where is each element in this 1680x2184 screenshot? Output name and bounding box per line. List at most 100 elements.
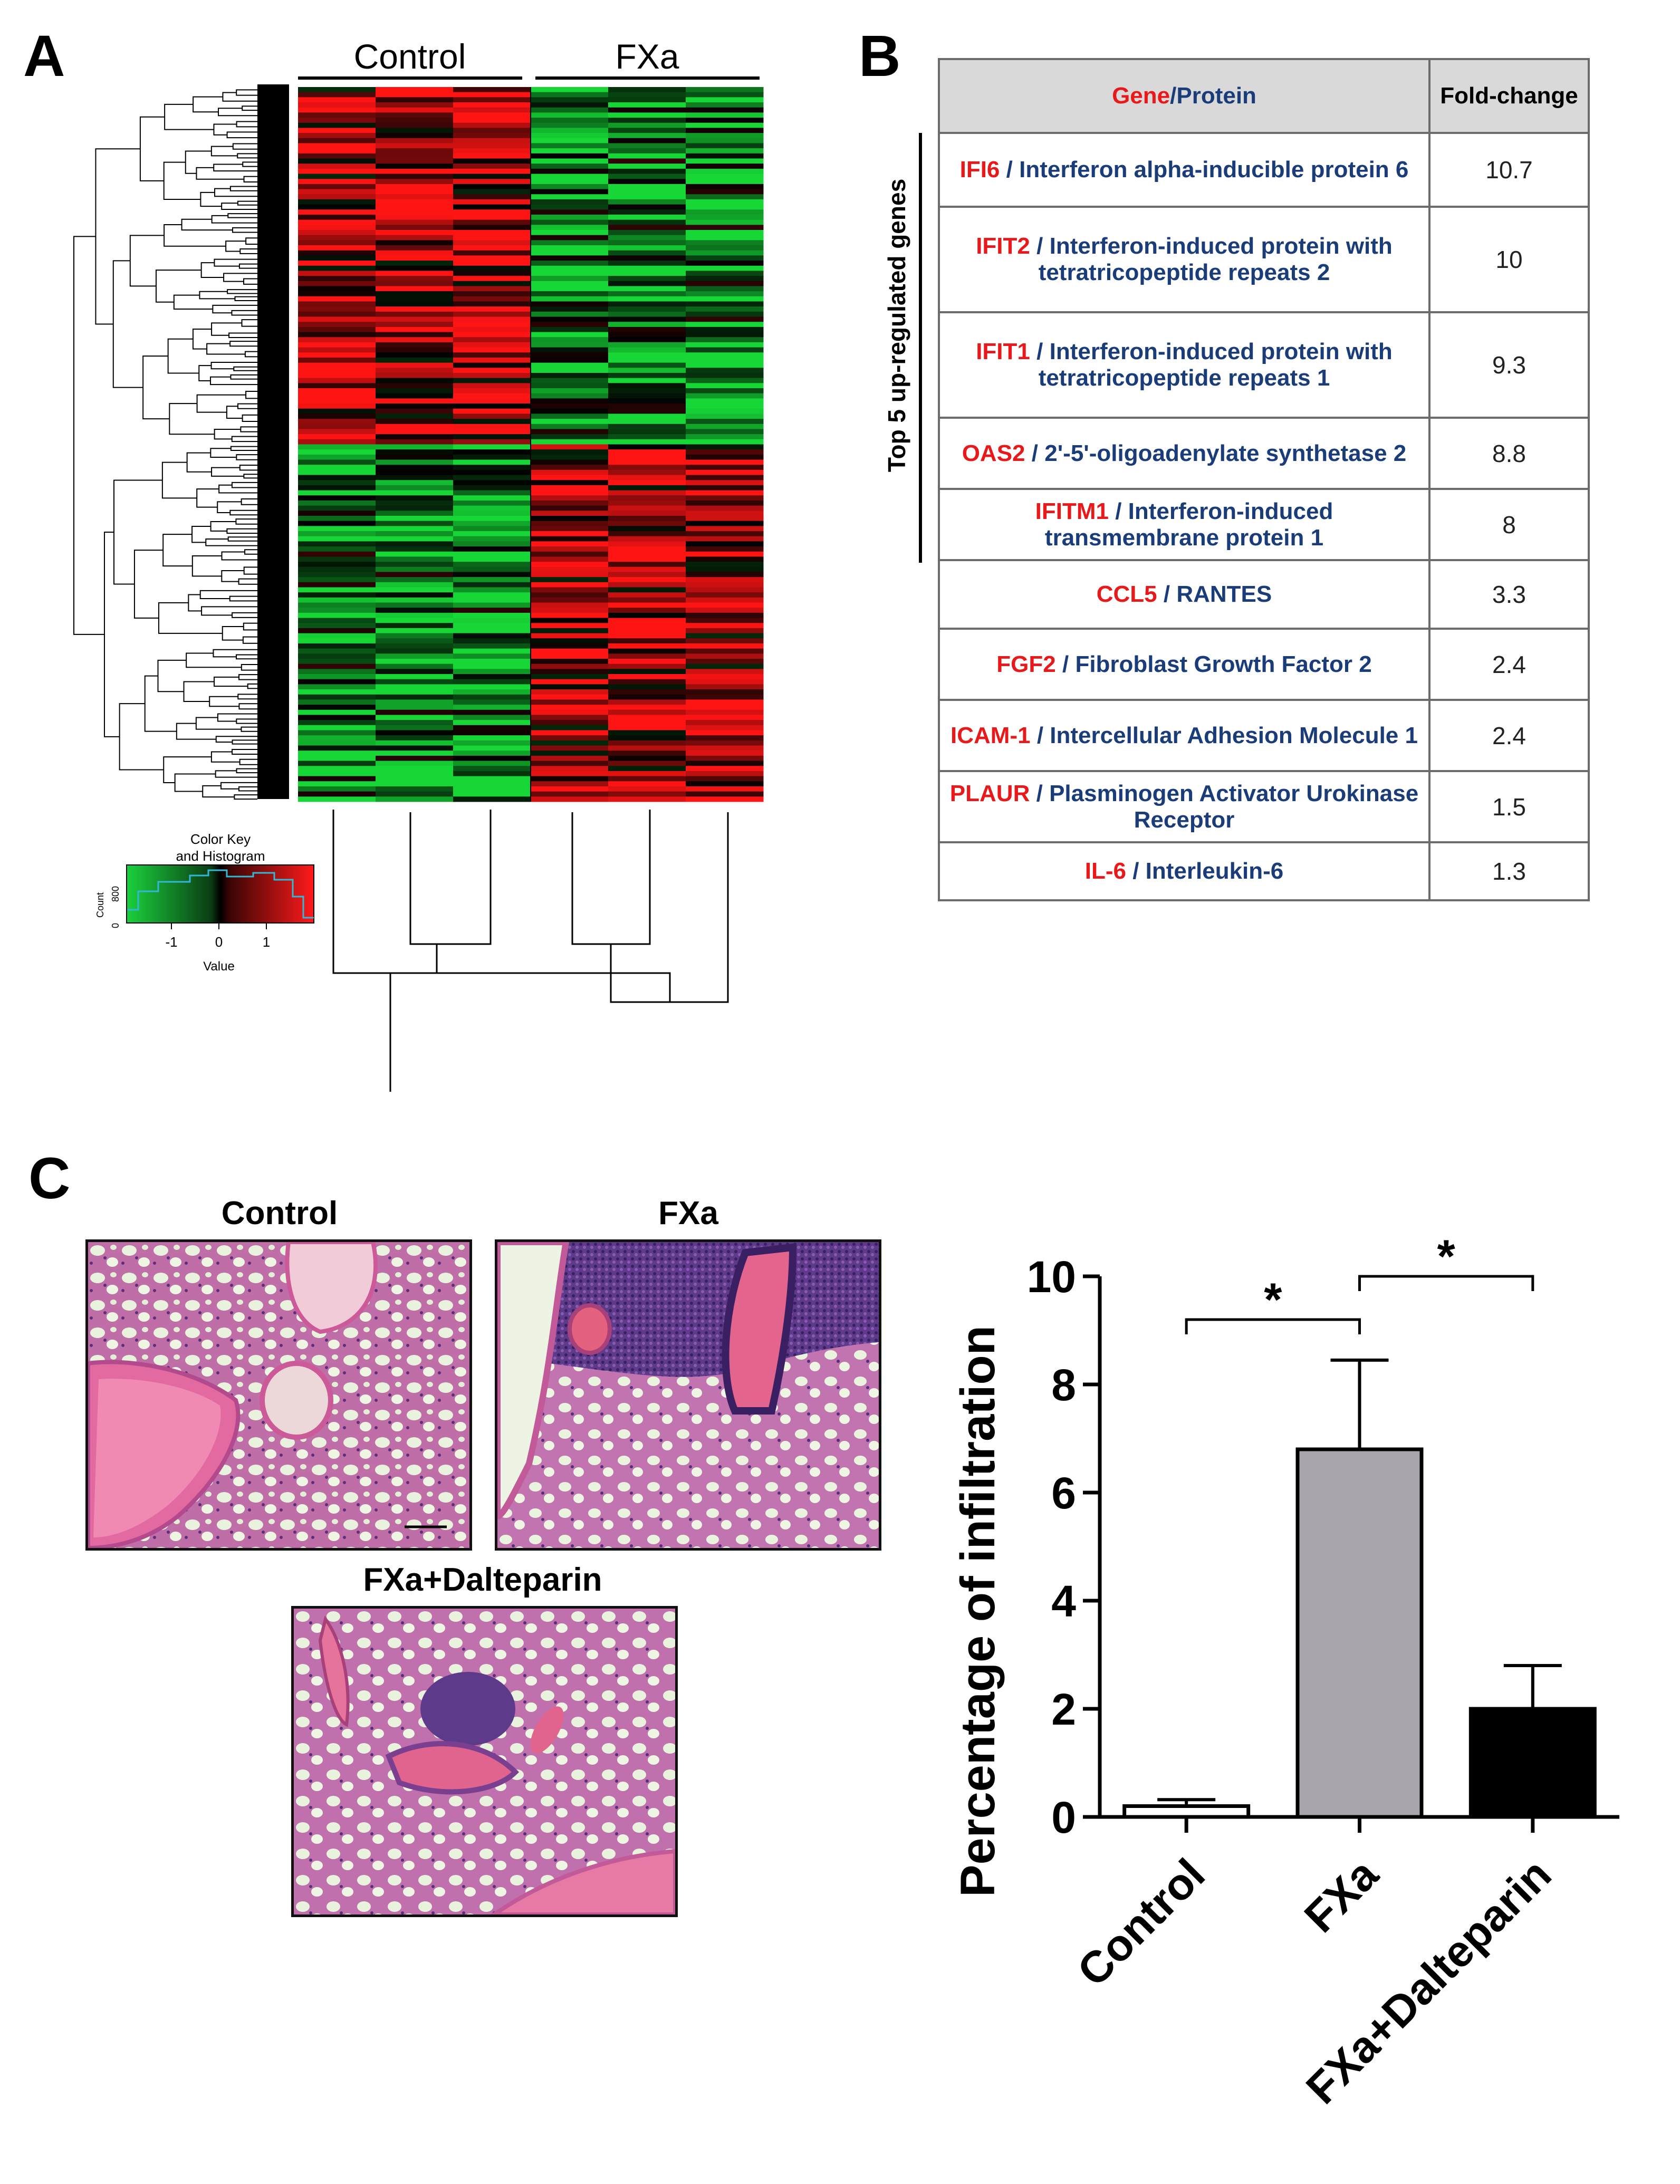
y-tick-label: 2 (1051, 1685, 1076, 1734)
heatmap-cell (608, 439, 686, 445)
heatmap-cell (686, 163, 764, 169)
heatmap-cell (298, 163, 376, 169)
heatmap-cell (298, 209, 376, 215)
significance-star: * (1264, 1273, 1282, 1325)
heatmap-cell (453, 316, 531, 322)
heatmap-cell (376, 322, 454, 328)
heatmap-cell (376, 168, 454, 175)
heatmap-cell (531, 408, 609, 414)
heatmap-cell (686, 158, 764, 164)
row-dendrogram-branch (242, 161, 257, 167)
gene-table: Gene/Protein Fold-change IFI6 / Interfer… (938, 58, 1590, 901)
y-tick-label: 4 (1051, 1576, 1076, 1626)
heatmap-cell (608, 582, 686, 588)
heatmap-cell (531, 153, 609, 159)
micrograph-control (85, 1239, 472, 1551)
heatmap-cell (608, 138, 686, 143)
heatmap-cell (453, 776, 531, 782)
heatmap-cell (453, 796, 531, 802)
heatmap-cell (453, 745, 531, 751)
heatmap-cell (453, 771, 531, 777)
heatmap-cell (686, 92, 764, 98)
protein-name: Interferon-induced transmembrane protein… (1044, 498, 1333, 551)
heatmap-cell (531, 618, 609, 623)
fold-change-cell: 10.7 (1428, 132, 1590, 208)
table-row: IFI6 / Interferon alpha-inducible protei… (938, 132, 1590, 208)
heatmap-cell (608, 771, 686, 777)
heatmap-cell (608, 388, 686, 394)
heatmap-cell (376, 158, 454, 164)
heatmap-cell (608, 674, 686, 680)
heatmap-cell (376, 128, 454, 133)
heatmap-cell (376, 388, 454, 394)
heatmap-cell (453, 740, 531, 746)
heatmap-cell (608, 480, 686, 486)
heatmap-cell (298, 189, 376, 195)
heatmap-cell (686, 378, 764, 383)
heatmap-cell (531, 725, 609, 730)
heatmap-cell (298, 551, 376, 557)
heatmap-cell (298, 454, 376, 460)
heatmap-cell (376, 118, 454, 123)
y-axis-label: Percentage of infiltration (951, 1325, 1005, 1897)
row-dendrogram-branch (227, 289, 257, 294)
heatmap-cell (608, 786, 686, 792)
row-dendrogram-branch (221, 203, 257, 210)
heatmap-cell (376, 449, 454, 455)
heatmap-cell (608, 781, 686, 787)
heatmap-cell (298, 265, 376, 271)
heatmap-cell (608, 699, 686, 705)
x-tick-label-Control: Control (1068, 1849, 1214, 1996)
micrograph-title-fxa: FXa (658, 1195, 718, 1231)
row-dendrogram-branch (196, 167, 244, 180)
row-dendrogram-branch (239, 248, 257, 254)
row-dendrogram-branch (193, 96, 223, 113)
heatmap-cell (298, 342, 376, 348)
heatmap-cell (686, 373, 764, 379)
heatmap-cell (376, 347, 454, 353)
heatmap-cell (531, 419, 609, 425)
gene-protein-cell: IL-6 / Interleukin-6 (938, 841, 1431, 901)
row-dendrogram-branch (230, 374, 257, 380)
heatmap-cell (608, 546, 686, 552)
heatmap-cell (531, 592, 609, 598)
heatmap-cell (531, 276, 609, 282)
heatmap-cell (531, 316, 609, 322)
heatmap-cell (608, 490, 686, 496)
color-key-subtitle: and Histogram (176, 848, 265, 864)
heatmap-cell (298, 337, 376, 343)
heatmap-cell (608, 118, 686, 123)
color-key-x-label: Value (203, 959, 235, 974)
heatmap-cell (453, 112, 531, 118)
heatmap-cell (453, 122, 531, 128)
heatmap-cell (531, 475, 609, 480)
heatmap-cell (376, 434, 454, 440)
heatmap-cell (686, 633, 764, 639)
heatmap-cell (376, 357, 454, 363)
row-dendrogram-branch (232, 612, 257, 618)
heatmap-cell (686, 449, 764, 455)
heatmap-cell (453, 444, 531, 450)
heatmap-cell (298, 255, 376, 261)
heatmap-cell (376, 214, 454, 220)
row-dendrogram-branch (236, 454, 257, 460)
row-dendrogram-branch (164, 224, 226, 247)
protein-name: RANTES (1176, 581, 1272, 607)
heatmap-cell (298, 352, 376, 358)
heatmap-cell (453, 694, 531, 700)
heatmap-cell (531, 715, 609, 720)
heatmap-cell (376, 281, 454, 286)
heatmap-cell (453, 705, 531, 710)
heatmap-cell (376, 184, 454, 190)
color-key: Color Key and Histogram Count 0 800 -1 0… (95, 831, 314, 974)
heatmap-cell (453, 174, 531, 179)
heatmap-cell (298, 424, 376, 429)
heatmap-cell (453, 214, 531, 220)
heatmap-cell (376, 403, 454, 409)
heatmap-cell (608, 148, 686, 154)
heatmap-cell (686, 337, 764, 343)
heatmap-cell (376, 653, 454, 659)
color-key-histogram (127, 869, 314, 919)
heatmap-cell (298, 740, 376, 746)
heatmap-cell (531, 709, 609, 715)
